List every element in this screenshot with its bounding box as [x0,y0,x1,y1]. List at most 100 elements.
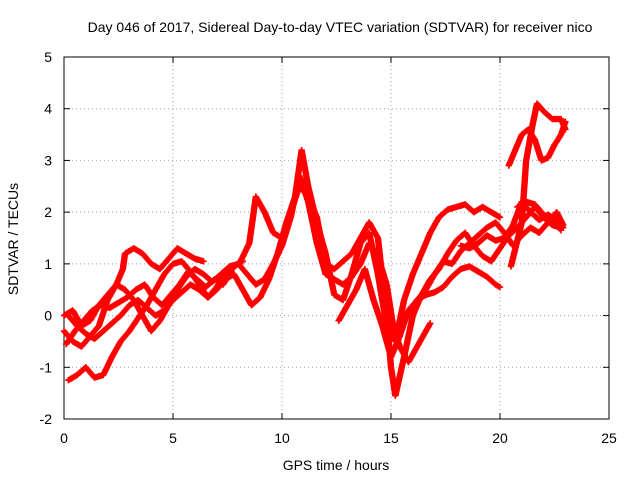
data-point-fill [508,220,525,269]
data-point-fill [92,328,106,342]
data-point-fill [405,344,420,365]
data-point [562,118,569,125]
x-tick-labels: 0 5 10 15 20 25 [60,430,617,446]
data-point-fill [532,137,545,163]
series-track-k [505,118,569,169]
data-point-fill [305,184,320,225]
data-point-fill [218,264,232,277]
data-point-fill [532,202,546,217]
data-point-fill [118,329,132,344]
data-point-fill [525,127,538,142]
data-point-fill [261,210,276,235]
data-point-fill [366,220,381,240]
data-point-fill [518,189,528,225]
data-point-fill [136,297,149,311]
data-point [200,258,207,265]
data-point-fill [177,269,191,287]
data-point-fill [410,251,425,277]
data-point-fill [534,101,546,114]
data-point-fill [388,334,403,359]
data-point-fill [101,321,115,334]
x-tick-label: 15 [383,430,399,446]
data-point-fill [449,248,464,266]
data-point-fill [383,282,397,328]
data-point-fill [401,272,416,302]
y-tick-labels: -2 -1 0 1 2 3 4 5 [40,49,53,427]
data-point-fill [249,295,263,308]
data-point-fill [441,274,455,290]
data-point [496,283,504,291]
series-track-e [65,146,504,345]
data-point-fill [63,329,78,347]
data-point-fill [336,303,350,323]
data-point-fill [74,323,88,336]
data-point-fill [186,269,200,282]
data-point-fill [157,256,171,272]
data-point-fill [392,355,407,398]
data-point-fill [240,287,254,308]
data-point-fill [501,223,516,241]
data-point-fill [340,251,354,264]
data-point-fill [231,272,246,292]
data-point [557,227,565,234]
series-track-b [65,258,246,384]
data-point-fill [374,272,390,328]
data-point-fill [506,148,518,168]
data-point-fill [418,230,433,256]
data-point-fill [257,277,272,300]
x-tick-label: 25 [601,430,617,446]
series-track-j [507,100,569,270]
x-tick-label: 0 [60,430,68,446]
data-point-fill [405,298,420,318]
y-tick-label: 4 [44,101,52,117]
grid [64,57,609,419]
data-point-fill [366,231,381,277]
data-point-fill [125,287,139,300]
x-tick-label: 5 [169,430,177,446]
x-axis-label: GPS time / hours [283,457,390,473]
data-point [496,214,504,221]
data-point-fill [140,313,154,333]
chart-title: Day 046 of 2017, Sidereal Day-to-day VTE… [88,19,593,35]
data-point-fill [266,251,281,282]
data-point-fill [348,241,364,277]
y-tick-label: -1 [40,359,53,375]
series-track-g [405,263,504,319]
axis-ticks [63,56,610,420]
data-point-fill [162,298,176,313]
data-point-fill [109,339,124,359]
data-point-fill [81,308,95,323]
data-point-fill [436,207,450,220]
data-point-fill [118,303,132,318]
data-point-fill [148,318,163,334]
data-point-fill [246,194,259,245]
data-point-fill [162,261,176,277]
data-point-fill [170,290,184,303]
data-point-fill [159,292,174,308]
data-point-fill [488,246,503,264]
data-point-fill [238,241,252,264]
data-point-fill [370,298,386,328]
y-axis-label: SDTVAR / TECUs [5,183,21,295]
data-point-fill [414,329,429,349]
x-tick-label: 10 [274,430,290,446]
data-point-fill [229,259,243,272]
data-point-fill [512,132,525,152]
data-point-fill [554,217,566,230]
data-point-fill [484,274,498,287]
y-tick-label: 3 [44,152,52,168]
data-point-fill [537,220,551,235]
data-point-fill [274,220,290,256]
data-point-fill [362,267,377,302]
data-point-fill [493,220,507,235]
data-point-fill [423,272,438,292]
y-tick-label: -2 [40,411,53,427]
data-point-fill [297,184,311,199]
y-tick-label: 1 [44,256,52,272]
data-point-fill [168,282,182,297]
data-point-fill [467,233,481,246]
data-point-fill [340,272,355,302]
data-point-fill [100,355,115,377]
data-point-fill [493,282,502,290]
data-point-fill [322,251,338,297]
